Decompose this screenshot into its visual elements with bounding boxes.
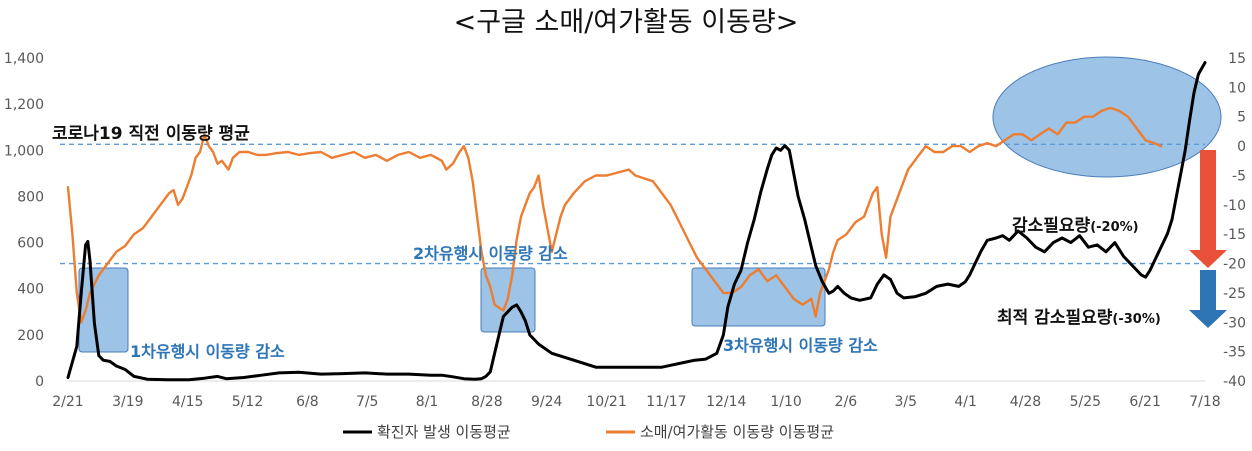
pre-covid-label: 코로나19 직전 이동량 평균 bbox=[52, 124, 250, 144]
left-tick-label: 1,400 bbox=[4, 51, 44, 67]
right-tick-label: -5 bbox=[1232, 168, 1246, 184]
x-tick-label: 6/8 bbox=[296, 394, 319, 410]
opt-label: 최적 감소필요량(-30%) bbox=[997, 308, 1161, 328]
right-tick-label: 5 bbox=[1237, 110, 1246, 126]
wave3-box bbox=[691, 267, 826, 327]
wave3-label: 3차유행시 이동량 감소 bbox=[723, 336, 878, 355]
left-tick-label: 1,200 bbox=[4, 97, 44, 113]
x-tick-label: 4/1 bbox=[954, 394, 977, 410]
right-tick-label: -40 bbox=[1223, 374, 1246, 390]
chart-title: <구글 소매/여가활동 이동량> bbox=[454, 7, 799, 38]
legend-label-cases: 확진자 발생 이동평균 bbox=[377, 423, 511, 441]
right-tick-label: -10 bbox=[1223, 198, 1246, 214]
right-tick-label: -20 bbox=[1223, 257, 1246, 273]
x-tick-label: 2/6 bbox=[835, 394, 858, 410]
x-tick-label: 1/10 bbox=[770, 394, 801, 410]
left-tick-label: 400 bbox=[17, 282, 44, 298]
cases-series-line bbox=[66, 61, 1207, 382]
x-tick-label: 7/18 bbox=[1189, 394, 1220, 410]
reference-lines bbox=[60, 143, 1205, 265]
x-tick-label: 10/21 bbox=[586, 394, 626, 410]
left-tick-label: 200 bbox=[17, 328, 44, 344]
right-tick-label: -30 bbox=[1223, 315, 1246, 331]
wave2-label: 2차유행시 이동량 감소 bbox=[413, 244, 568, 263]
x-tick-label: 4/28 bbox=[1010, 394, 1041, 410]
x-tick-label: 3/19 bbox=[112, 394, 143, 410]
x-tick-label: 4/15 bbox=[172, 394, 203, 410]
left-tick-label: 800 bbox=[17, 189, 44, 205]
right-tick-label: 15 bbox=[1228, 51, 1246, 67]
right-tick-label: -35 bbox=[1223, 345, 1246, 361]
right-tick-label: -25 bbox=[1223, 286, 1246, 302]
mobility-series-line bbox=[66, 106, 1163, 324]
need-label: 감소필요량(-20%) bbox=[1012, 216, 1139, 236]
arrows bbox=[1189, 150, 1227, 328]
series-layer bbox=[66, 61, 1207, 382]
x-tick-label: 7/5 bbox=[356, 394, 379, 410]
annotations: 코로나19 직전 이동량 평균 1차유행시 이동량 감소 2차유행시 이동량 감… bbox=[52, 124, 1161, 361]
x-tick-label: 6/21 bbox=[1129, 394, 1160, 410]
right-axis: 15 10 5 0 -5 -10 -15 -20 -25 -30 -35 -40 bbox=[1223, 51, 1246, 390]
left-axis: 0 200 400 600 800 1,000 1,200 1,400 bbox=[4, 51, 44, 390]
right-tick-label: 10 bbox=[1228, 80, 1246, 96]
x-tick-label: 8/28 bbox=[471, 394, 502, 410]
x-tick-label: 11/17 bbox=[646, 394, 686, 410]
left-tick-label: 0 bbox=[35, 374, 44, 390]
left-tick-label: 1,000 bbox=[4, 143, 44, 159]
x-tick-label: 2/21 bbox=[52, 394, 83, 410]
blue-arrow bbox=[1189, 270, 1227, 328]
legend: 확진자 발생 이동평균 소매/여가활동 이동량 이동평균 bbox=[343, 423, 834, 441]
right-tick-label: 0 bbox=[1237, 139, 1246, 155]
x-tick-label: 5/12 bbox=[232, 394, 263, 410]
recent-ellipse bbox=[992, 56, 1222, 178]
x-axis: 2/21 3/19 4/15 5/12 6/8 7/5 8/1 8/28 9/24 10/21 11… bbox=[52, 380, 1221, 410]
legend-label-mobility: 소매/여가활동 이동량 이동평균 bbox=[640, 423, 834, 441]
x-tick-label: 8/1 bbox=[416, 394, 439, 410]
x-tick-label: 9/24 bbox=[531, 394, 563, 410]
right-tick-label: -15 bbox=[1223, 227, 1246, 243]
wave1-label: 1차유행시 이동량 감소 bbox=[130, 342, 285, 361]
x-tick-label: 12/14 bbox=[706, 394, 746, 410]
x-tick-label: 3/5 bbox=[895, 394, 918, 410]
red-arrow bbox=[1189, 150, 1227, 268]
left-tick-label: 600 bbox=[17, 236, 44, 252]
x-tick-label: 5/25 bbox=[1070, 394, 1101, 410]
